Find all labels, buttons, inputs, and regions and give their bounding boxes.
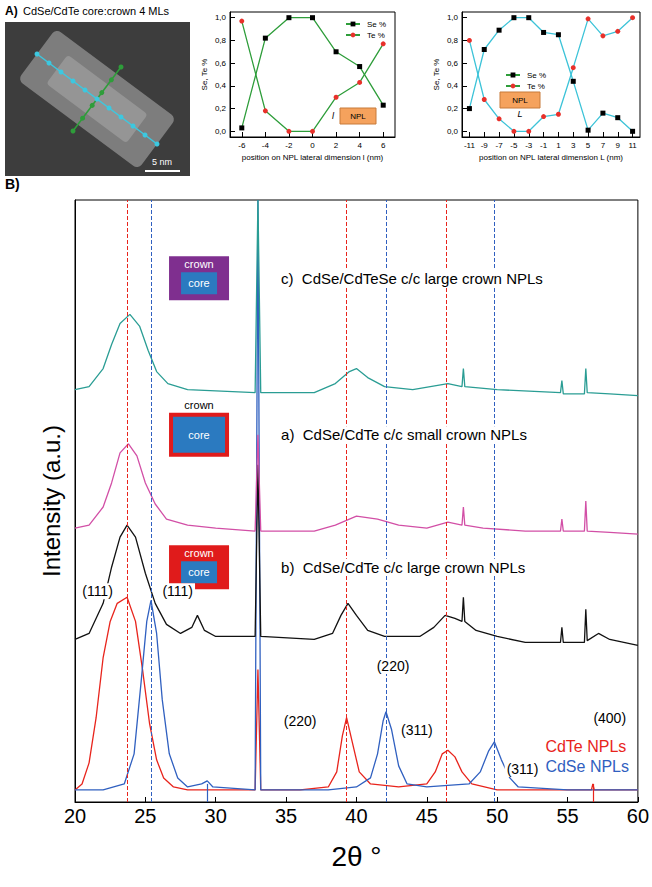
svg-text:(111): (111) (162, 583, 193, 599)
svg-text:0,0: 0,0 (447, 127, 459, 136)
svg-text:9: 9 (616, 141, 621, 150)
svg-text:Se %: Se % (527, 71, 546, 80)
svg-text:0,6: 0,6 (447, 59, 459, 68)
svg-text:L: L (517, 109, 522, 119)
svg-text:6: 6 (381, 141, 386, 150)
svg-text:A): A) (5, 4, 18, 18)
svg-text:25: 25 (134, 805, 156, 827)
svg-text:30: 30 (205, 805, 227, 827)
svg-text:Se, Te %: Se, Te % (200, 59, 209, 91)
svg-text:0,2: 0,2 (215, 104, 227, 113)
svg-text:1,0: 1,0 (447, 13, 459, 22)
svg-text:(220): (220) (284, 713, 317, 729)
svg-text:CdSe NPLs: CdSe NPLs (545, 758, 629, 775)
svg-text:-6: -6 (238, 141, 246, 150)
svg-text:(311): (311) (507, 761, 539, 777)
svg-text:position on NPL lateral dimens: position on NPL lateral dimension L (nm) (479, 153, 623, 162)
svg-text:1,0: 1,0 (215, 13, 227, 22)
svg-text:(111): (111) (82, 583, 113, 599)
svg-text:(400): (400) (593, 710, 626, 726)
svg-text:20: 20 (64, 805, 86, 827)
svg-text:core: core (188, 429, 209, 441)
svg-text:0,0: 0,0 (215, 127, 227, 136)
svg-text:-4: -4 (262, 141, 270, 150)
svg-text:0,2: 0,2 (447, 104, 459, 113)
svg-text:2: 2 (334, 141, 339, 150)
svg-text:5: 5 (586, 141, 591, 150)
svg-text:35: 35 (275, 805, 297, 827)
svg-text:50: 50 (486, 805, 508, 827)
svg-text:(311): (311) (401, 722, 433, 738)
svg-text:a) CdSe/CdTe c/c small crown: a) CdSe/CdTe c/c small crown NPLs (281, 426, 527, 443)
svg-text:c) CdSe/CdTeSe c/c large crow: c) CdSe/CdTeSe c/c large crown NPLs (281, 270, 543, 287)
svg-text:l: l (332, 111, 335, 121)
svg-text:0,4: 0,4 (447, 81, 459, 90)
svg-text:crown: crown (184, 258, 213, 270)
svg-text:-9: -9 (481, 141, 489, 150)
svg-text:crown: crown (184, 547, 213, 559)
svg-text:2θ °: 2θ ° (331, 841, 381, 872)
svg-text:Te %: Te % (367, 31, 385, 40)
svg-text:CdSe/CdTe core:crown 4 MLs: CdSe/CdTe core:crown 4 MLs (23, 5, 170, 17)
svg-text:0,4: 0,4 (215, 81, 227, 90)
svg-text:CdTe NPLs: CdTe NPLs (545, 738, 626, 755)
svg-text:55: 55 (556, 805, 578, 827)
svg-text:crown: crown (184, 399, 213, 411)
svg-text:0: 0 (310, 141, 315, 150)
svg-text:Se %: Se % (367, 20, 386, 29)
svg-text:5 nm: 5 nm (152, 157, 172, 167)
svg-text:NPL: NPL (350, 112, 366, 121)
svg-text:0,8: 0,8 (215, 36, 227, 45)
svg-text:3: 3 (571, 141, 576, 150)
svg-text:1: 1 (556, 141, 561, 150)
svg-text:-5: -5 (510, 141, 518, 150)
svg-text:NPL: NPL (512, 96, 528, 105)
svg-text:-11: -11 (464, 141, 476, 150)
svg-text:-2: -2 (285, 141, 293, 150)
svg-text:40: 40 (345, 805, 367, 827)
svg-text:0,6: 0,6 (215, 59, 227, 68)
svg-text:-7: -7 (496, 141, 504, 150)
svg-text:7: 7 (601, 141, 606, 150)
svg-text:4: 4 (357, 141, 362, 150)
svg-text:0,8: 0,8 (447, 36, 459, 45)
svg-text:Intensity (a.u.): Intensity (a.u.) (38, 425, 65, 577)
svg-text:45: 45 (416, 805, 438, 827)
svg-text:Te %: Te % (527, 82, 545, 91)
svg-text:core: core (188, 277, 209, 289)
svg-text:b) CdSe/CdTe c/c large crown: b) CdSe/CdTe c/c large crown NPLs (281, 559, 525, 576)
svg-text:B): B) (5, 176, 20, 192)
svg-text:11: 11 (628, 141, 637, 150)
svg-text:60: 60 (627, 805, 649, 827)
svg-text:Se, Te %: Se, Te % (432, 59, 441, 91)
svg-text:-1: -1 (540, 141, 548, 150)
svg-text:(220): (220) (377, 658, 410, 674)
svg-text:position on NPL lateral dimens: position on NPL lateral dimension l (nm) (242, 153, 384, 162)
svg-text:-3: -3 (525, 141, 533, 150)
svg-text:core: core (188, 566, 209, 578)
